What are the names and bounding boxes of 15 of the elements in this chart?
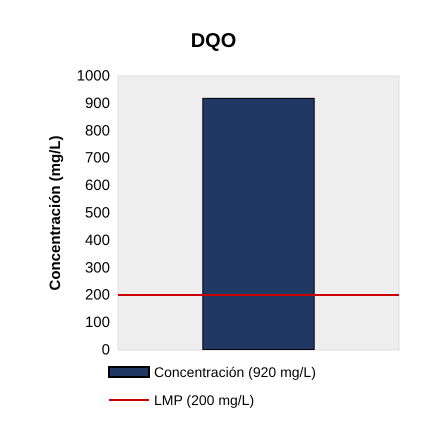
y-tick-label: 700: [84, 150, 110, 167]
y-tick-label: 900: [84, 94, 110, 112]
y-tick-label: 0: [102, 342, 110, 358]
y-tick-label: 500: [84, 204, 110, 222]
y-tick-label: 1000: [76, 68, 110, 84]
legend-label: Concentración (920 mg/L): [154, 364, 316, 380]
chart-title: DQO: [190, 30, 236, 52]
y-tick-label: 600: [84, 177, 110, 194]
legend-label: LMP (200 mg/L): [154, 392, 254, 408]
y-tick-label: 800: [84, 122, 110, 140]
y-tick-label: 300: [84, 259, 110, 276]
y-axis-title: Concentración (mg/L): [47, 135, 64, 291]
y-tick-label: 100: [84, 314, 110, 332]
y-tick-label: 400: [84, 232, 110, 249]
y-tick-label: 200: [84, 286, 110, 304]
